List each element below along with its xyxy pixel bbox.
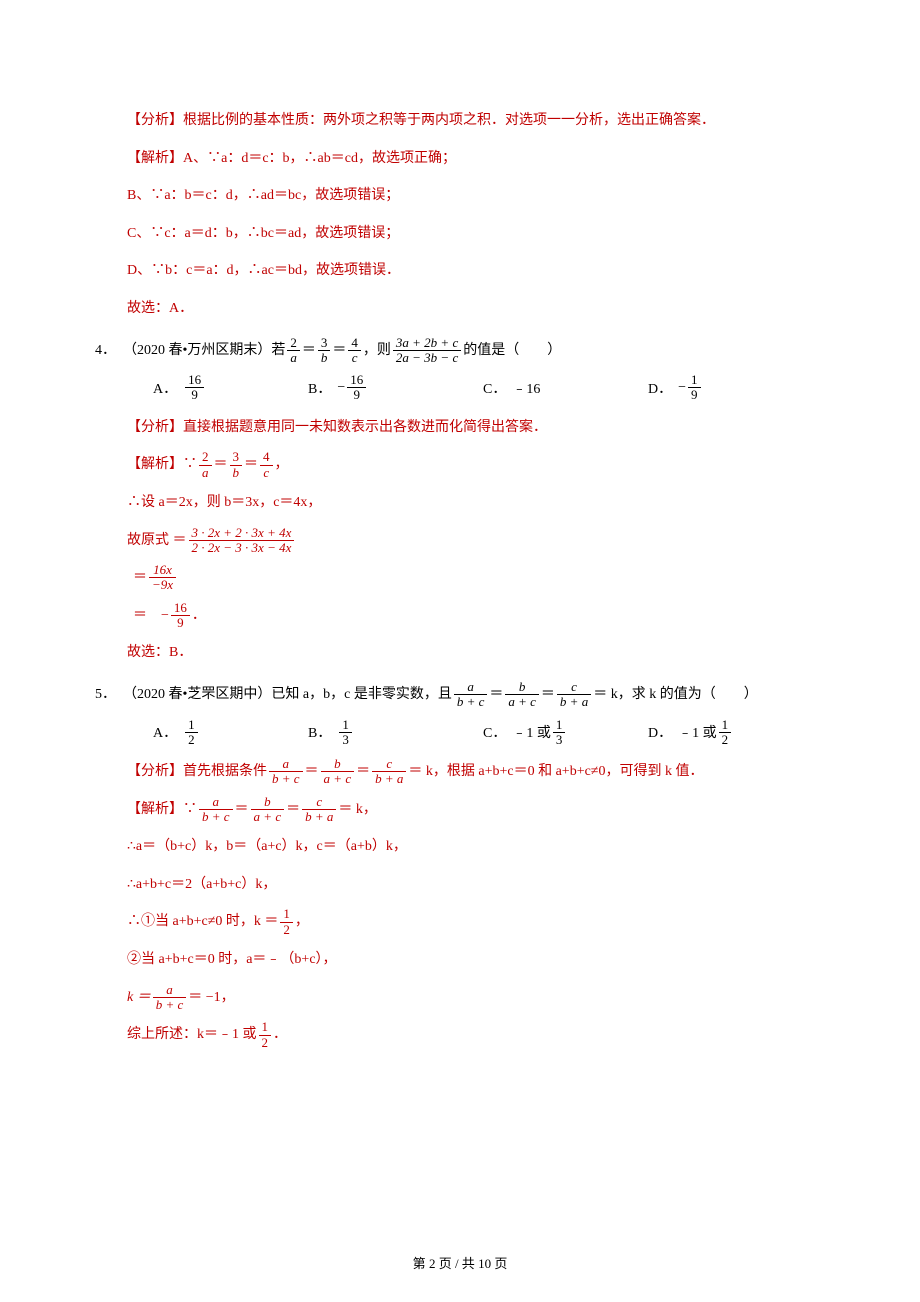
q4-number: 4． bbox=[95, 338, 123, 363]
q4-choice-b: B． − 169 bbox=[308, 373, 483, 403]
q5-stem: 5． （2020 春•芝罘区期中）已知 a，b，c 是非零实数，且 ab + c… bbox=[95, 680, 825, 710]
q4-choice-a: A． 169 bbox=[153, 373, 308, 403]
q5-frac1: ab + c bbox=[454, 680, 488, 710]
q4-set: ∴设 a＝2x，则 b＝3x，c＝4x， bbox=[95, 486, 825, 520]
page-container: 【分析】根据比例的基本性质：两外项之积等于两内项之积．对选项一一分析，选出正确答… bbox=[0, 0, 920, 1302]
q4-stem: 4． （2020 春•万州区期末）若 2a ＝ 3b ＝ 4c ，则 3a + … bbox=[95, 336, 825, 366]
q5-choice-b: B． 13 bbox=[308, 718, 483, 748]
q5-choice-a: A． 12 bbox=[153, 718, 308, 748]
q5-line1: ∴a＝（b+c）k，b＝（a+c）k，c＝（a+b）k， bbox=[95, 830, 825, 864]
q5-k-eq: k ＝ ab + c ＝ −1， bbox=[95, 981, 825, 1015]
q4-frac4: 3a + 2b + c2a − 3b − c bbox=[393, 336, 461, 366]
q5-line2: ∴a+b+c＝2（a+b+c）k， bbox=[95, 868, 825, 902]
q4-frac3: 4c bbox=[348, 336, 361, 366]
q4-analysis: 【分析】直接根据题意用同一未知数表示出各数进而化简得出答案． bbox=[95, 411, 825, 445]
q3-sol-c: C、∵c：a＝d：b，∴bc＝ad，故选项错误； bbox=[95, 217, 825, 251]
q5-choice-c: C． ﹣1 或 13 bbox=[483, 718, 648, 748]
q4-source: （2020 春•万州区期末）若 bbox=[123, 338, 285, 363]
page-footer: 第 2 页 / 共 10 页 bbox=[0, 1253, 920, 1272]
q4-choices: A． 169 B． − 169 C． ﹣16 D． − 19 bbox=[95, 373, 825, 403]
q5-summary: 综上所述：k＝﹣1 或 12 ． bbox=[95, 1018, 825, 1052]
q4-sol-head: 【解析】∵ 2a ＝ 3b ＝ 4c ， bbox=[95, 448, 825, 482]
q5-case2: ②当 a+b+c＝0 时，a＝﹣（b+c）， bbox=[95, 943, 825, 977]
q3-analysis: 【分析】根据比例的基本性质：两外项之积等于两内项之积．对选项一一分析，选出正确答… bbox=[95, 104, 825, 138]
q3-sol-b: B、∵a：b＝c：d，∴ad＝bc，故选项错误； bbox=[95, 179, 825, 213]
q3-sol-d: D、∵b：c＝a：d，∴ac＝bd，故选项错误． bbox=[95, 254, 825, 288]
q5-analysis: 【分析】首先根据条件 ab + c ＝ ba + c ＝ cb + a ＝ k，… bbox=[95, 755, 825, 789]
q3-sol-a: 【解析】A、∵a：d＝c：b，∴ab＝cd，故选项正确； bbox=[95, 142, 825, 176]
q4-frac2: 3b bbox=[318, 336, 331, 366]
q4-step2: ＝ 16x−9x bbox=[95, 561, 825, 595]
q4-tail: 的值是（ ） bbox=[463, 338, 561, 363]
q5-frac2: ba + c bbox=[505, 680, 539, 710]
q4-step3: ＝ − 169 ． bbox=[95, 599, 825, 633]
q4-frac1: 2a bbox=[287, 336, 300, 366]
q5-tail: ＝ k，求 k 的值为（ ） bbox=[593, 682, 758, 707]
q4-comma: ，则 bbox=[363, 338, 391, 363]
q5-sol-head: 【解析】∵ ab + c ＝ ba + c ＝ cb + a ＝ k， bbox=[95, 793, 825, 827]
q4-choice-c: C． ﹣16 bbox=[483, 373, 648, 403]
q4-choice-d: D． − 19 bbox=[648, 373, 703, 403]
q5-choices: A． 12 B． 13 C． ﹣1 或 13 D． ﹣1 或 12 bbox=[95, 718, 825, 748]
q4-expr: 故原式 ＝ 3 · 2x + 2 · 3x + 4x2 · 2x − 3 · 3… bbox=[95, 524, 825, 558]
q3-pick: 故选：A． bbox=[95, 292, 825, 326]
q5-frac3: cb + a bbox=[557, 680, 591, 710]
q5-case1: ∴①当 a+b+c≠0 时，k ＝ 12 ， bbox=[95, 905, 825, 939]
q5-choice-d: D． ﹣1 或 12 bbox=[648, 718, 733, 748]
q5-source: （2020 春•芝罘区期中）已知 a，b，c 是非零实数，且 bbox=[123, 682, 452, 707]
q5-number: 5． bbox=[95, 682, 123, 707]
q3-sol-a-text: 【解析】A、∵a：d＝c：b，∴ab＝cd，故选项正确； bbox=[127, 151, 456, 166]
q4-pick: 故选：B． bbox=[95, 636, 825, 670]
